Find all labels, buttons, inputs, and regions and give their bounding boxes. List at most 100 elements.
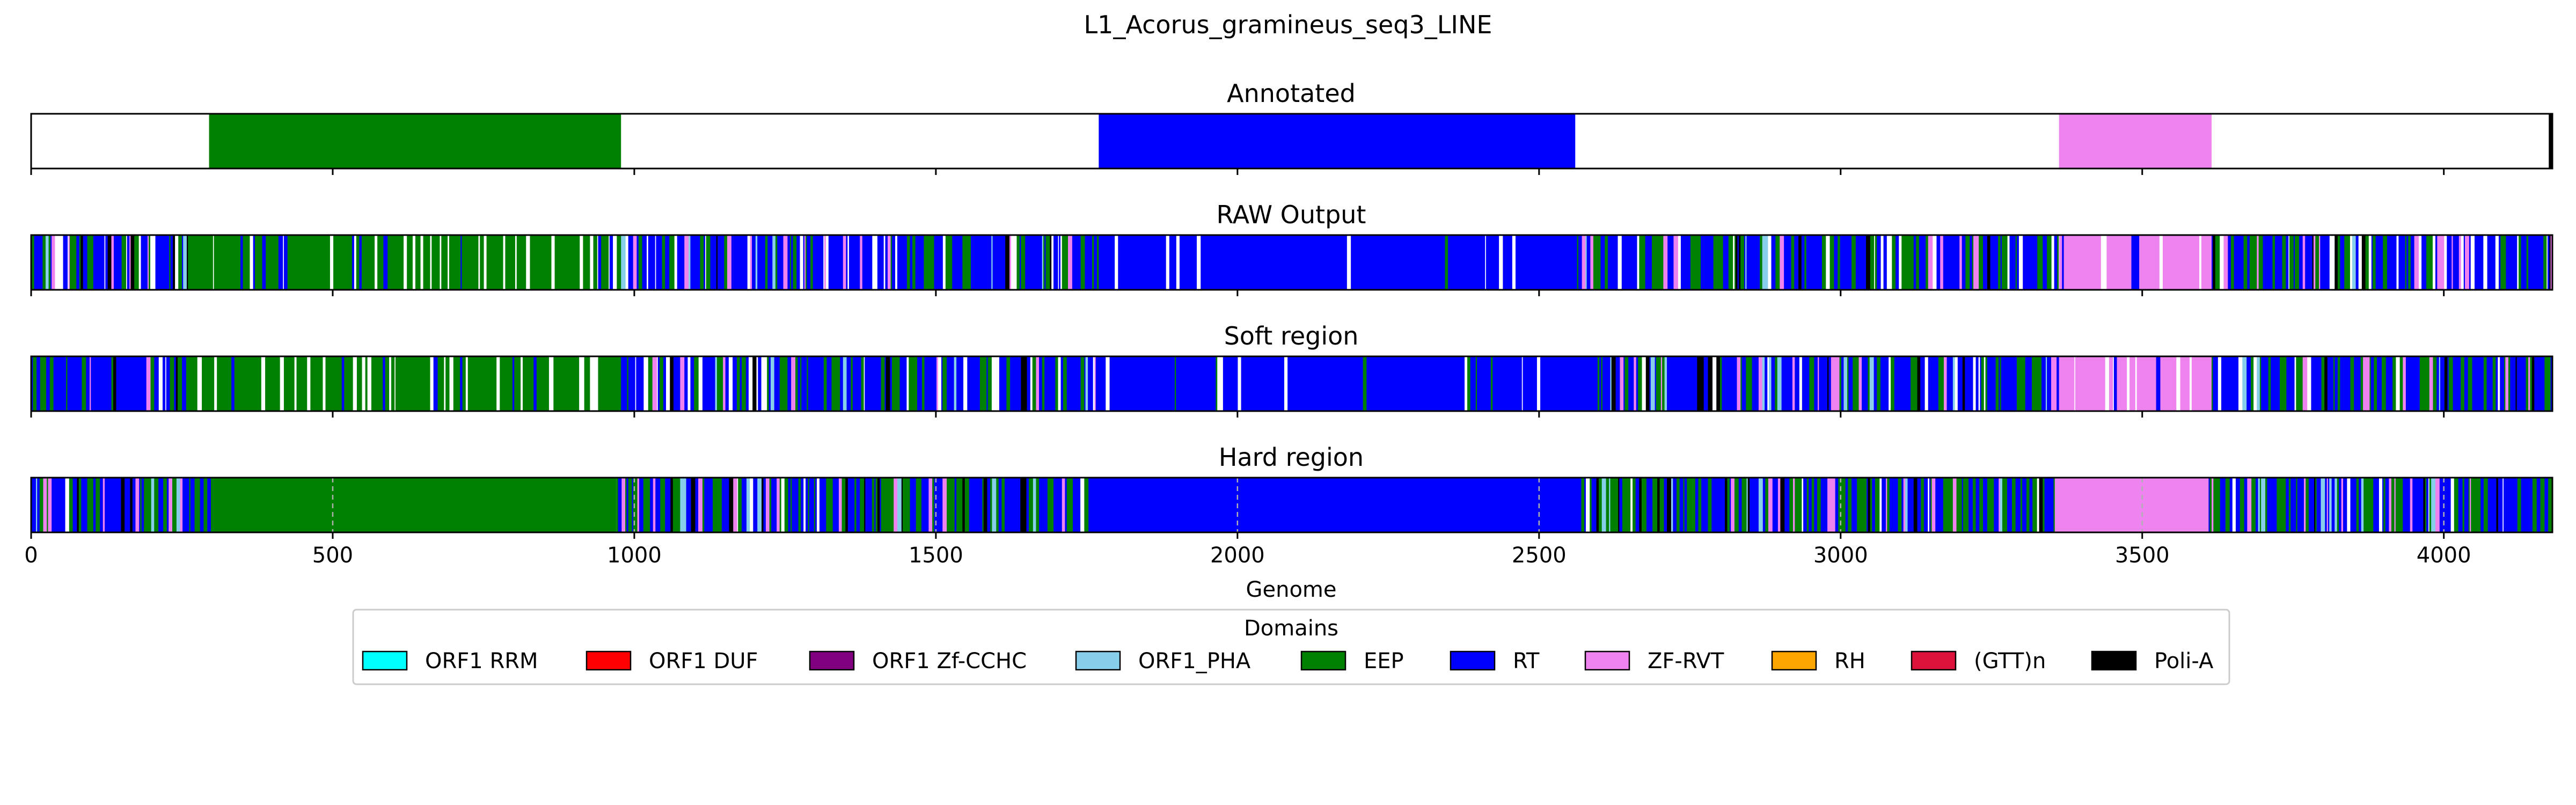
segment-rt bbox=[1366, 356, 1371, 411]
segment-rt bbox=[1957, 356, 1960, 411]
segment-eep bbox=[91, 235, 94, 290]
segment-rt bbox=[2225, 356, 2228, 411]
segment-rt bbox=[1374, 235, 1378, 290]
segment-rt bbox=[1929, 478, 1931, 532]
segment-rt bbox=[2498, 235, 2501, 290]
segment-rt bbox=[2343, 478, 2347, 532]
segment-poli-a bbox=[2444, 356, 2448, 411]
segment-eep bbox=[441, 356, 444, 411]
segment-eep bbox=[2374, 356, 2377, 411]
segment-eep bbox=[2401, 356, 2403, 411]
segment-rt bbox=[2331, 478, 2335, 532]
segment-rt bbox=[1106, 235, 1108, 290]
segment-eep bbox=[906, 235, 911, 290]
segment-zf-rvt bbox=[633, 235, 638, 290]
segment-eep bbox=[1938, 356, 1942, 411]
segment-zf-rvt bbox=[2194, 235, 2198, 290]
track-frame bbox=[30, 355, 2553, 412]
segment-rt bbox=[863, 235, 866, 290]
segment-zf-rvt bbox=[2208, 356, 2212, 411]
segment-eep bbox=[1708, 478, 1712, 532]
segment-eep bbox=[42, 235, 46, 290]
segment-rt bbox=[1139, 235, 1142, 290]
segment-zf-rvt bbox=[90, 356, 91, 411]
segment-rt bbox=[1191, 356, 1194, 411]
segment-rt bbox=[1095, 356, 1099, 411]
segment-eep bbox=[2282, 235, 2286, 290]
segment-eep bbox=[922, 356, 925, 411]
segment-poli-a bbox=[984, 478, 988, 532]
segment-rt bbox=[130, 356, 132, 411]
segment-rt bbox=[2009, 235, 2014, 290]
segment-eep bbox=[516, 356, 521, 411]
segment-rt bbox=[1114, 356, 1117, 411]
segment-rt bbox=[1352, 356, 1356, 411]
segment-rt bbox=[1088, 356, 1089, 411]
segment-rt bbox=[745, 356, 749, 411]
segment-rt bbox=[1141, 235, 1145, 290]
segment-eep bbox=[854, 478, 857, 532]
segment-rt bbox=[809, 478, 811, 532]
segment-rt bbox=[1755, 235, 1758, 290]
segment-rt bbox=[976, 356, 980, 411]
segment-eep bbox=[191, 235, 193, 290]
segment-eep bbox=[391, 356, 395, 411]
segment-rt bbox=[1965, 356, 1968, 411]
segment-rt bbox=[1304, 235, 1306, 290]
segment-rt bbox=[855, 356, 859, 411]
segment-rt bbox=[1970, 356, 1973, 411]
segment-rt bbox=[1689, 235, 1691, 290]
legend-item-poli-a: Poli-A bbox=[2091, 649, 2214, 674]
segment-rt bbox=[1946, 235, 1949, 290]
segment-eep bbox=[510, 235, 515, 290]
segment-rt bbox=[1265, 235, 1269, 290]
segment-rt bbox=[869, 356, 872, 411]
segment-eep bbox=[718, 478, 722, 532]
segment-rt bbox=[880, 235, 883, 290]
segment-rt bbox=[2464, 356, 2469, 411]
segment-rt bbox=[1523, 356, 1526, 411]
segment-rt bbox=[710, 235, 713, 290]
segment-rt bbox=[1615, 235, 1617, 290]
segment-rt bbox=[118, 235, 122, 290]
segment-rt bbox=[1626, 235, 1628, 290]
segment-eep bbox=[1677, 478, 1680, 532]
segment-rt bbox=[1613, 235, 1616, 290]
segment-eep bbox=[1854, 356, 1860, 411]
segment-rt bbox=[811, 478, 815, 532]
segment-rt bbox=[1456, 235, 1459, 290]
segment-zf-rvt bbox=[2303, 478, 2306, 532]
segment-zf-rvt bbox=[2185, 356, 2187, 411]
segment-rt bbox=[2458, 356, 2461, 411]
segment-eep bbox=[643, 478, 647, 532]
segment-rt bbox=[1147, 235, 1150, 290]
segment-rt bbox=[1990, 235, 1994, 290]
segment-rt bbox=[1719, 478, 1721, 532]
segment-orf1-pha bbox=[2321, 478, 2325, 532]
segment-zf-rvt bbox=[2140, 356, 2143, 411]
segment-eep bbox=[584, 356, 587, 411]
x-axis: 0 500 1000 1500 2000 2500 3000 3500 4000 bbox=[24, 543, 2471, 568]
segment-eep bbox=[1577, 235, 1579, 290]
segment-zf-rvt bbox=[1931, 478, 1936, 532]
segment-eep bbox=[1064, 235, 1066, 290]
segment-zf-rvt bbox=[680, 356, 685, 411]
segment-eep bbox=[2251, 478, 2256, 532]
segment-eep bbox=[646, 478, 650, 532]
segment-zf-rvt bbox=[2067, 356, 2071, 411]
segment-eep bbox=[228, 356, 230, 411]
segment-eep bbox=[1652, 478, 1657, 532]
segment-rt bbox=[979, 235, 983, 290]
segment-rt bbox=[1132, 356, 1135, 411]
segment-rt bbox=[1055, 478, 1058, 532]
segment-rt bbox=[1410, 235, 1413, 290]
segment-eep bbox=[1898, 478, 1902, 532]
segment-rt bbox=[86, 356, 90, 411]
segment-eep bbox=[1659, 478, 1665, 532]
segment-poli-a bbox=[2213, 235, 2216, 290]
segment-rt bbox=[1496, 235, 1498, 290]
segment-eep bbox=[1870, 478, 1872, 532]
segment-eep bbox=[1096, 235, 1099, 290]
segment-eep bbox=[2337, 356, 2340, 411]
segment-rt bbox=[1726, 356, 1729, 411]
